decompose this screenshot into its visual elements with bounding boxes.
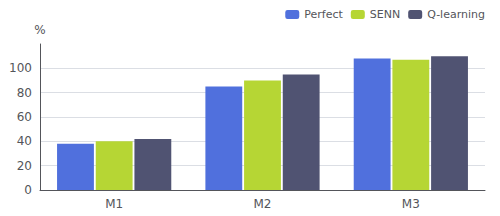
svg-text:M3: M3 <box>402 197 420 211</box>
svg-text:Perfect: Perfect <box>304 8 343 21</box>
svg-text:40: 40 <box>17 134 32 148</box>
svg-text:M1: M1 <box>105 197 123 211</box>
svg-text:0: 0 <box>24 183 32 197</box>
svg-text:80: 80 <box>17 86 32 100</box>
svg-text:Q-learning: Q-learning <box>427 8 485 21</box>
svg-text:20: 20 <box>17 159 32 173</box>
svg-text:SENN: SENN <box>370 8 400 21</box>
svg-text:%: % <box>34 23 45 37</box>
svg-text:M2: M2 <box>254 197 272 211</box>
svg-text:100: 100 <box>9 61 32 75</box>
svg-text:60: 60 <box>17 110 32 124</box>
